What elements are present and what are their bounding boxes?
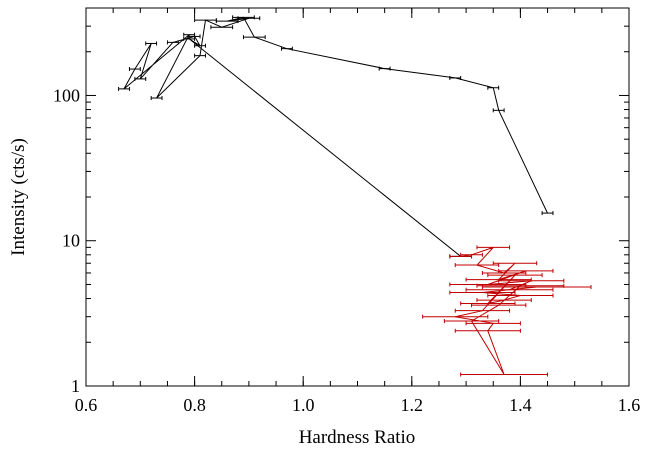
x-tick-label: 0.8: [183, 395, 206, 415]
y-tick-label: 1: [71, 376, 80, 396]
y-tick-label: 100: [53, 85, 80, 105]
y-axis-title: Intensity (cts/s): [8, 138, 29, 256]
x-axis: 0.6 0.8 1.0 1.2 1.4 1.6: [75, 8, 641, 415]
y-axis: 1 10 100: [53, 7, 629, 396]
series-0-line: [123, 16, 548, 257]
x-tick-label: 1.4: [509, 395, 532, 415]
y-tick-label: 10: [62, 231, 80, 251]
x-tick-label: 0.6: [75, 395, 98, 415]
x-tick-label: 1.0: [292, 395, 315, 415]
series-layer: [118, 15, 592, 377]
x-tick-label: 1.2: [401, 395, 424, 415]
plot-area: [85, 7, 630, 387]
x-axis-title: Hardness Ratio: [299, 427, 416, 448]
x-tick-label: 1.6: [618, 395, 641, 415]
